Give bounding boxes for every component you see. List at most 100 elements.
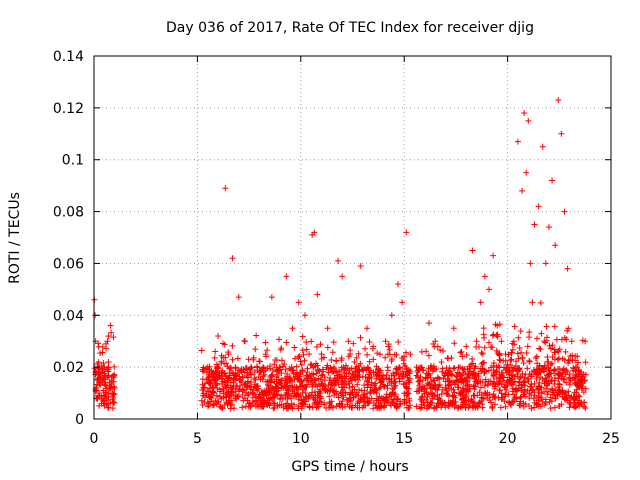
data-point (445, 355, 452, 362)
data-point (526, 402, 533, 409)
data-point (454, 369, 461, 376)
data-point (270, 405, 277, 412)
data-point (545, 358, 552, 365)
data-point (259, 365, 266, 372)
data-point (541, 338, 548, 345)
data-point (306, 392, 313, 399)
data-point (355, 350, 362, 357)
data-point (480, 331, 487, 338)
data-point (474, 404, 481, 411)
data-point (239, 374, 246, 381)
data-point (198, 397, 205, 404)
data-point (440, 374, 447, 381)
data-point (525, 117, 532, 124)
data-point (373, 375, 380, 382)
data-point (561, 375, 568, 382)
data-point (395, 338, 402, 345)
data-point (282, 366, 289, 373)
data-point (299, 347, 306, 354)
data-point (519, 354, 526, 361)
data-point (477, 384, 484, 391)
data-point (508, 349, 515, 356)
data-point (336, 402, 343, 409)
data-point (582, 385, 589, 392)
data-point (406, 404, 413, 411)
data-point (481, 273, 488, 280)
data-point (392, 391, 399, 398)
data-point (227, 379, 234, 386)
data-point (264, 347, 271, 354)
data-point (403, 229, 410, 236)
data-point (303, 393, 310, 400)
data-point (251, 375, 258, 382)
data-point (546, 342, 553, 349)
data-point (582, 371, 589, 378)
data-point (528, 373, 535, 380)
data-point (245, 390, 252, 397)
data-point (551, 323, 558, 330)
data-point (263, 378, 270, 385)
data-point (501, 383, 508, 390)
data-point (428, 364, 435, 371)
data-point (222, 354, 229, 361)
data-point (109, 378, 116, 385)
data-point (538, 330, 545, 337)
data-point (451, 364, 458, 371)
data-point (418, 365, 425, 372)
data-point (496, 387, 503, 394)
data-point (552, 349, 559, 356)
data-point (105, 368, 112, 375)
data-point (226, 365, 233, 372)
data-point (470, 398, 477, 405)
data-point (512, 362, 519, 369)
data-point (107, 385, 114, 392)
data-point (227, 405, 234, 412)
data-point (265, 395, 272, 402)
data-point (107, 322, 114, 329)
data-point (554, 392, 561, 399)
data-point (374, 372, 381, 379)
data-point (232, 371, 239, 378)
data-point (440, 348, 447, 355)
data-point (312, 392, 319, 399)
data-point (101, 397, 108, 404)
data-point (394, 281, 401, 288)
data-point (306, 403, 313, 410)
data-point (372, 380, 379, 387)
data-point (477, 299, 484, 306)
data-point (304, 369, 311, 376)
data-point (346, 384, 353, 391)
data-point (580, 389, 587, 396)
data-point (99, 343, 106, 350)
data-point (107, 400, 114, 407)
data-point (403, 349, 410, 356)
data-point (300, 399, 307, 406)
data-point (566, 371, 573, 378)
data-point (493, 347, 500, 354)
data-point (361, 394, 368, 401)
data-point (325, 369, 332, 376)
data-point (374, 350, 381, 357)
data-point (312, 399, 319, 406)
data-point (109, 396, 116, 403)
data-point (310, 364, 317, 371)
data-point (577, 375, 584, 382)
data-point (455, 384, 462, 391)
data-point (272, 356, 279, 363)
data-point (325, 381, 332, 388)
data-point (528, 381, 535, 388)
data-point (536, 345, 543, 352)
data-point (547, 405, 554, 412)
data-point (380, 373, 387, 380)
data-point (479, 378, 486, 385)
data-point (217, 403, 224, 410)
data-point (339, 273, 346, 280)
data-point (339, 389, 346, 396)
data-point (377, 404, 384, 411)
data-point (380, 383, 387, 390)
data-point (94, 395, 101, 402)
data-point (525, 375, 532, 382)
data-point (314, 291, 321, 298)
data-point (491, 380, 498, 387)
data-point (304, 381, 311, 388)
